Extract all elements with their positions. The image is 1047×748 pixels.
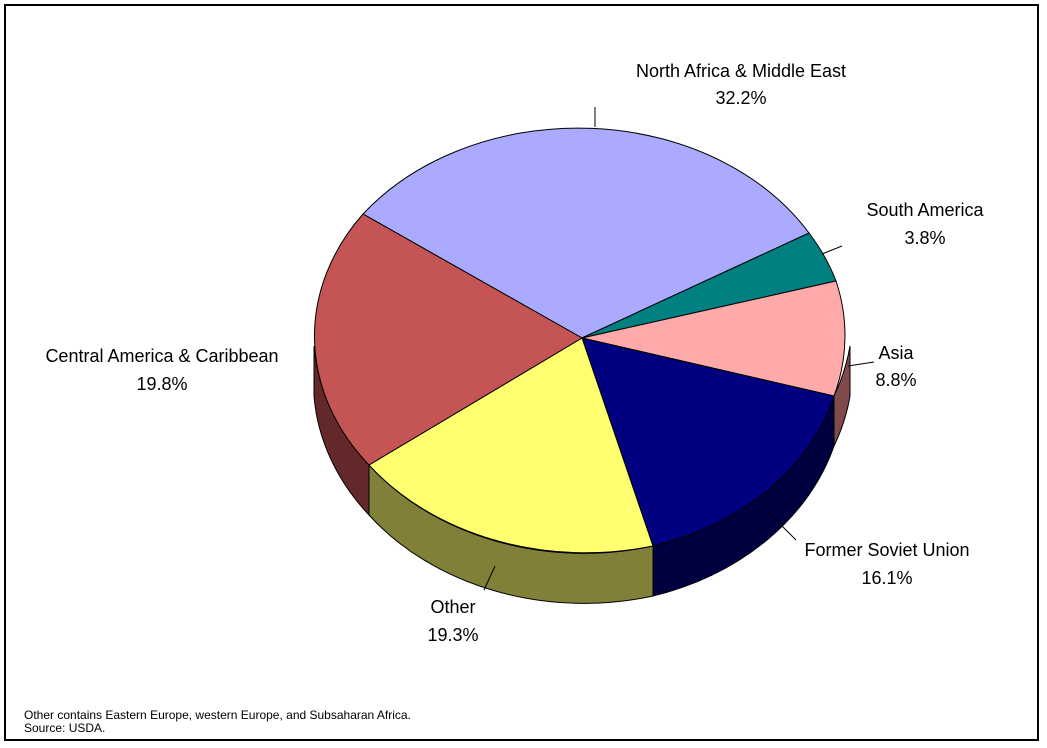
pie-side-asia bbox=[833, 345, 851, 447]
slice-label-asia: Asia bbox=[878, 343, 914, 363]
footnote-other: Other contains Eastern Europe, western E… bbox=[24, 708, 411, 722]
slice-label-former-soviet-union: Former Soviet Union bbox=[804, 540, 969, 560]
slice-label-north-africa-middle-east: North Africa & Middle East bbox=[636, 61, 846, 81]
leader-line-asia bbox=[847, 361, 875, 367]
pie-slice-central-america-caribbean bbox=[313, 213, 583, 466]
slice-label-other: Other bbox=[430, 597, 475, 617]
slice-label-south-america: South America bbox=[866, 200, 984, 220]
slice-value-asia: 8.8% bbox=[875, 370, 916, 390]
leader-line-south-america bbox=[821, 245, 843, 255]
leader-line-former-soviet-union bbox=[767, 511, 797, 541]
footnote-source: Source: USDA. bbox=[24, 721, 106, 735]
pie-slice-other bbox=[368, 337, 654, 554]
pie-slice-north-africa-middle-east bbox=[362, 127, 810, 339]
pie-slice-former-soviet-union bbox=[581, 337, 835, 547]
slice-value-former-soviet-union: 16.1% bbox=[861, 568, 912, 588]
slice-label-central-america-caribbean: Central America & Caribbean bbox=[45, 346, 278, 366]
slice-value-other: 19.3% bbox=[427, 625, 478, 645]
leader-line-other bbox=[483, 565, 496, 591]
pie-slice-asia bbox=[581, 280, 846, 397]
slice-value-north-africa-middle-east: 32.2% bbox=[715, 88, 766, 108]
slice-value-central-america-caribbean: 19.8% bbox=[136, 374, 187, 394]
slice-value-south-america: 3.8% bbox=[904, 228, 945, 248]
footnotes: Other contains Eastern Europe, western E… bbox=[24, 709, 411, 735]
